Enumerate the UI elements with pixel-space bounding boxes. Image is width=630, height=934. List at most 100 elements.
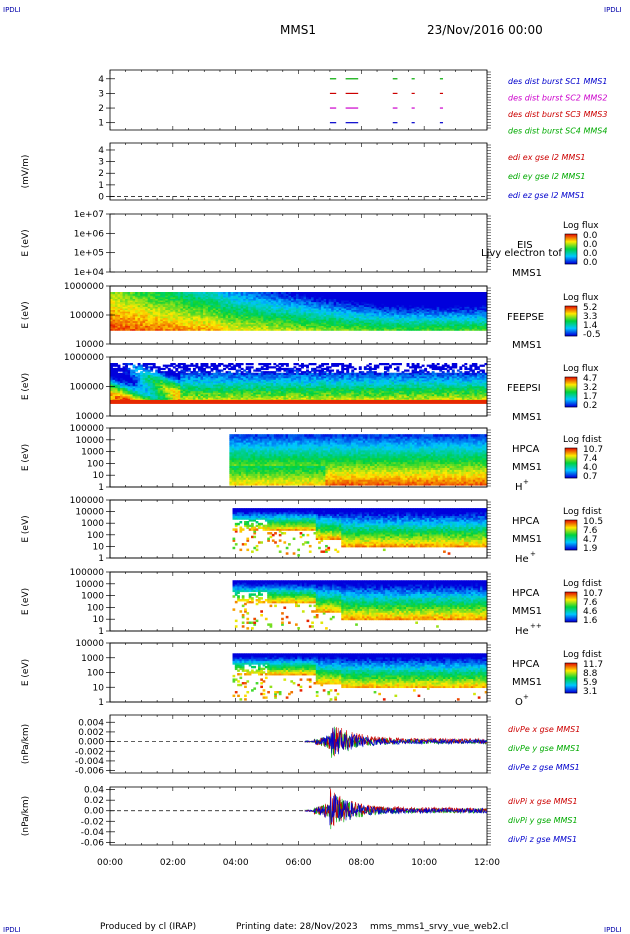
spectrogram-cell <box>162 317 166 320</box>
spectrogram-cell <box>288 292 292 295</box>
spectrogram-cell <box>238 323 242 326</box>
spectrogram-cell <box>283 307 287 311</box>
spectrogram-cell <box>187 309 191 312</box>
spectrogram-cell <box>132 320 136 323</box>
spectrogram-cell <box>301 292 304 295</box>
spectrogram-cell <box>137 295 141 298</box>
spectrogram-cell <box>255 314 259 317</box>
spectrogram-cell <box>270 303 274 306</box>
spectrogram-cell <box>208 304 211 307</box>
spectrogram-cell <box>205 298 209 301</box>
spectrogram-cell <box>117 292 121 295</box>
spectrogram-cell <box>419 292 423 295</box>
spectrogram-cell <box>187 304 191 307</box>
spectrogram-cell <box>187 311 191 314</box>
spectrogram-cell <box>265 304 269 307</box>
spectrogram-cell <box>190 315 194 319</box>
spectrogram-cell <box>265 319 269 322</box>
spectrogram-cell <box>165 320 169 323</box>
spectrogram-cell <box>223 317 227 320</box>
spectrogram-cell <box>162 292 166 295</box>
spectrogram-cell <box>471 292 475 295</box>
spectrogram-cell <box>137 303 141 306</box>
spectrogram-cell <box>152 363 156 366</box>
spectrogram-cell <box>215 328 219 331</box>
spectrogram-cell <box>245 309 249 312</box>
spectrogram-cell <box>233 328 237 331</box>
spectrogram-cell <box>255 306 259 309</box>
spectrogram-cell <box>165 314 169 317</box>
spectrogram-cell <box>205 314 209 317</box>
spectrogram-cell <box>283 303 287 306</box>
spectrogram-cell <box>175 314 179 317</box>
spectrogram-cell <box>167 298 171 301</box>
spectrogram-cell <box>132 322 136 325</box>
spectrogram-cell <box>260 312 264 315</box>
spectrogram-cell <box>225 326 229 330</box>
spectrogram-cell <box>210 296 214 299</box>
spectrogram-cell <box>142 312 146 315</box>
spectrogram-cell <box>218 303 221 306</box>
spectrogram-cell <box>125 312 128 315</box>
spectrogram-cell <box>195 309 199 312</box>
spectrogram-cell <box>208 311 211 314</box>
spectrogram-cell <box>250 306 254 309</box>
spectrogram-cell <box>474 292 478 295</box>
spectrogram-cell <box>150 307 154 311</box>
spectrogram-cell <box>200 293 204 296</box>
instrument-overlay-label: Ljvy electron tof <box>481 248 562 259</box>
spectrogram-cell <box>228 303 232 306</box>
spectrogram-cell <box>130 307 134 311</box>
spectrogram-cell <box>147 309 151 312</box>
spectrogram-cell <box>238 309 242 312</box>
spectrogram-cell <box>283 306 287 309</box>
colorbar-swatch <box>565 255 577 257</box>
spectrogram-cell <box>132 293 136 296</box>
spectrogram-cell <box>150 326 154 330</box>
spectrogram-cell <box>235 292 239 295</box>
spectrogram-cell <box>434 292 438 295</box>
spectrogram-cell <box>110 314 113 317</box>
spectrogram-cell <box>396 292 400 295</box>
spectrogram-cell <box>112 315 116 319</box>
spectrogram-cell <box>192 323 196 326</box>
spectrogram-cell <box>160 293 164 296</box>
spectrogram-cell <box>240 299 244 303</box>
spectrogram-cell <box>180 366 184 369</box>
spectrogram-cell <box>215 317 219 320</box>
spectrogram-cell <box>273 309 277 312</box>
instrument-label: MMS1 <box>512 340 542 351</box>
spectrogram-cell <box>142 292 146 295</box>
spectrogram-cell <box>238 293 242 296</box>
spectrogram-cell <box>245 326 249 330</box>
spectrogram-cell <box>140 326 144 330</box>
spectrogram-cell <box>112 319 116 322</box>
spectrogram-cell <box>275 307 279 311</box>
spectrogram-cell <box>142 328 146 331</box>
spectrogram-cell <box>248 311 252 314</box>
spectrogram-cell <box>366 292 370 295</box>
spectrogram-cell <box>152 306 156 309</box>
spectrogram-cell <box>185 311 189 314</box>
spectrogram-cell <box>167 295 171 298</box>
spectrogram-cell <box>223 320 227 323</box>
spectrogram-cell <box>213 317 216 320</box>
spectrogram-cell <box>230 295 234 298</box>
spectrogram-cell <box>265 320 269 323</box>
spectrogram-cell <box>285 292 289 295</box>
spectrogram-cell <box>263 307 267 311</box>
spectrogram-cell <box>270 295 274 298</box>
spectrogram-cell <box>162 311 166 314</box>
spectrogram-cell <box>260 303 264 306</box>
spectrogram-cell <box>248 306 252 309</box>
spectrogram-cell <box>190 371 194 374</box>
spectrogram-cell <box>150 296 154 299</box>
spectrogram-cell <box>260 293 264 296</box>
spectrogram-cell <box>275 299 279 303</box>
spectrogram-cell <box>280 328 284 331</box>
colorbar-swatch <box>565 260 577 262</box>
spectrogram-cell <box>260 295 264 298</box>
spectrogram-cell <box>112 296 116 299</box>
spectrogram-cell <box>135 312 139 315</box>
spectrogram-cell <box>238 306 242 309</box>
